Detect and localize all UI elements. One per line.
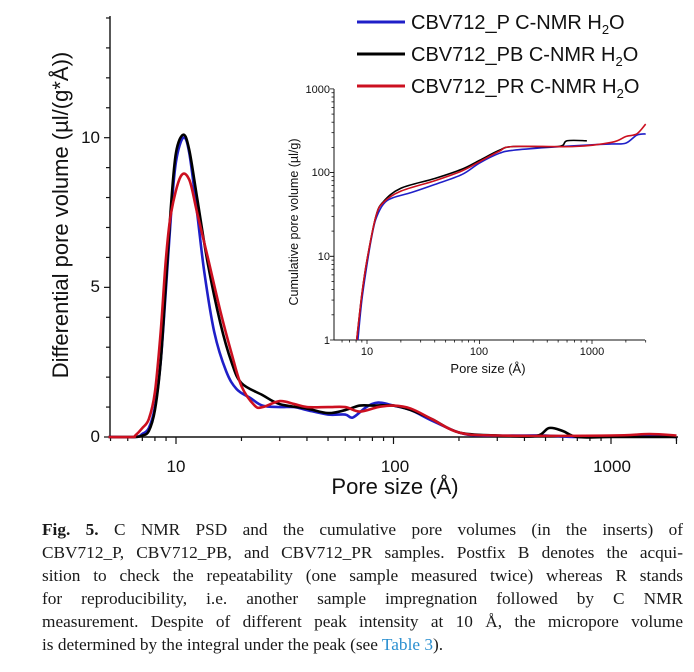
legend-label: CBV712_PR C-NMR H2O [411,76,639,101]
caption-line: sition to check the repeatability (one s… [42,566,683,585]
inset-chart: 10 100 1000 1 10 100 1000 Pore size (Å) … [287,84,647,376]
main-chart: 10 100 1000 0 5 10 Pore size (Å) Differe… [48,16,678,499]
inset-x-axis-title: Pore size (Å) [450,361,525,376]
inset-x-tick-label: 100 [470,346,488,358]
inset-y-axis-title: Cumulative pore volume (µl/g) [287,139,301,306]
caption-text: ). [433,635,444,654]
figure-caption: Fig. 5. C NMR PSD and the cumulative por… [42,518,683,656]
inset-series-p [357,133,646,341]
inset-series-pr [355,123,647,341]
inset-series-pb [355,139,587,341]
caption-text: C NMR PSD and the cumulative pore volume… [98,520,683,539]
main-y-tick-label: 10 [81,128,100,147]
inset-y-tick-label: 1 [324,335,330,347]
caption-line: Fig. 5. C NMR PSD and the cumulative por… [42,518,683,541]
main-series-pb [108,133,677,439]
inset-y-tick-label: 1000 [306,84,330,96]
caption-line: measurement. Despite of different peak i… [42,612,683,631]
main-y-tick-label: 0 [91,427,100,446]
table-3-link[interactable]: Table 3 [381,635,433,654]
inset-x-tick-label: 1000 [580,346,604,358]
main-x-tick-label: 10 [167,457,186,476]
main-x-axis-title: Pore size (Å) [331,474,458,499]
caption-line: CBV712_P, CBV712_PB, and CBV712_PR sampl… [42,543,683,562]
caption-label: Fig. 5. [42,520,99,539]
figure-chart: 10 100 1000 0 5 10 Pore size (Å) Differe… [48,12,678,499]
inset-y-tick-label: 10 [318,251,330,263]
legend-item: CBV712_PR C-NMR H2O [357,76,639,101]
legend-label: CBV712_PB C-NMR H2O [411,44,638,69]
legend-item: CBV712_PB C-NMR H2O [357,44,638,69]
inset-x-tick-label: 10 [361,346,373,358]
main-y-axis-title: Differential pore volume (µl/(g*Å)) [48,52,73,379]
main-x-tick-label: 100 [381,457,409,476]
caption-text: is determined by the integral under the … [42,635,382,654]
caption-line: is determined by the integral under the … [42,633,683,656]
legend-item: CBV712_P C-NMR H2O [357,12,625,37]
legend: CBV712_P C-NMR H2O CBV712_PB C-NMR H2O C… [357,12,639,101]
inset-y-tick-label: 100 [312,167,330,179]
main-x-tick-label: 1000 [593,457,631,476]
main-y-tick-label: 5 [91,277,100,296]
caption-line: for reproducibility, i.e. another sample… [42,589,683,608]
legend-label: CBV712_P C-NMR H2O [411,12,625,37]
main-series-pr [108,172,677,439]
